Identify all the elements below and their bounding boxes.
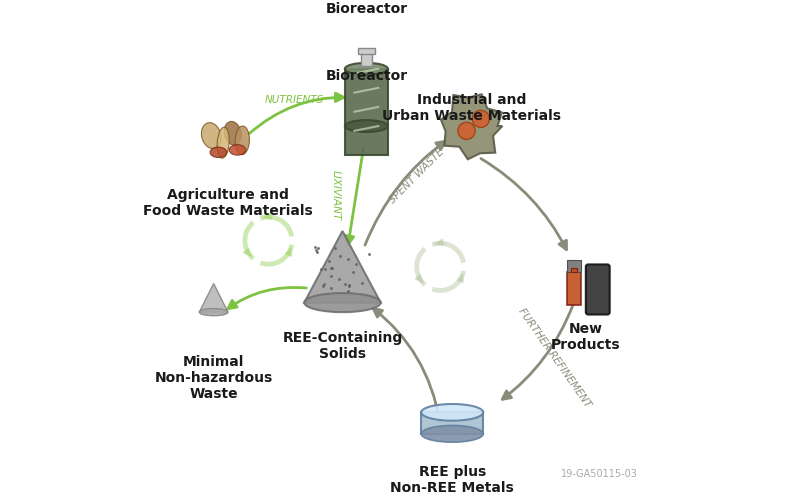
Bar — [567, 260, 581, 272]
Ellipse shape — [224, 121, 241, 145]
Polygon shape — [199, 284, 228, 312]
Ellipse shape — [210, 147, 227, 157]
Text: Minimal
Non-hazardous
Waste: Minimal Non-hazardous Waste — [155, 355, 273, 401]
Circle shape — [472, 110, 489, 127]
Bar — [567, 272, 581, 305]
Polygon shape — [441, 94, 502, 159]
Ellipse shape — [217, 127, 229, 158]
Bar — [421, 412, 483, 434]
Polygon shape — [304, 231, 381, 303]
Ellipse shape — [229, 145, 246, 155]
Text: Industrial and
Urban Waste Materials: Industrial and Urban Waste Materials — [382, 93, 561, 123]
Text: Bioreactor: Bioreactor — [325, 69, 408, 83]
Text: NUTRIENTS: NUTRIENTS — [265, 95, 324, 105]
Text: FURTHER REFINEMENT: FURTHER REFINEMENT — [517, 306, 593, 409]
Text: REE-Containing
Solids: REE-Containing Solids — [282, 331, 403, 361]
FancyBboxPatch shape — [586, 265, 610, 315]
Text: 19-GA50115-03: 19-GA50115-03 — [561, 469, 638, 479]
Ellipse shape — [235, 126, 250, 154]
Text: REE plus
Non-REE Metals: REE plus Non-REE Metals — [390, 465, 514, 495]
Text: Bioreactor: Bioreactor — [325, 3, 408, 17]
Ellipse shape — [304, 293, 381, 312]
Ellipse shape — [199, 309, 228, 316]
Bar — [358, 48, 375, 54]
Text: New
Products: New Products — [551, 322, 621, 352]
Bar — [345, 69, 388, 155]
Ellipse shape — [201, 123, 221, 148]
Ellipse shape — [421, 404, 483, 421]
Text: SPENT WASTE: SPENT WASTE — [387, 147, 446, 205]
Bar — [570, 268, 578, 272]
Ellipse shape — [345, 120, 388, 132]
Text: Agriculture and
Food Waste Materials: Agriculture and Food Waste Materials — [143, 188, 313, 218]
Ellipse shape — [421, 425, 483, 442]
Text: LIXIVIANT: LIXIVIANT — [330, 170, 341, 220]
Bar — [361, 52, 372, 67]
Ellipse shape — [345, 63, 388, 75]
Circle shape — [458, 122, 475, 139]
